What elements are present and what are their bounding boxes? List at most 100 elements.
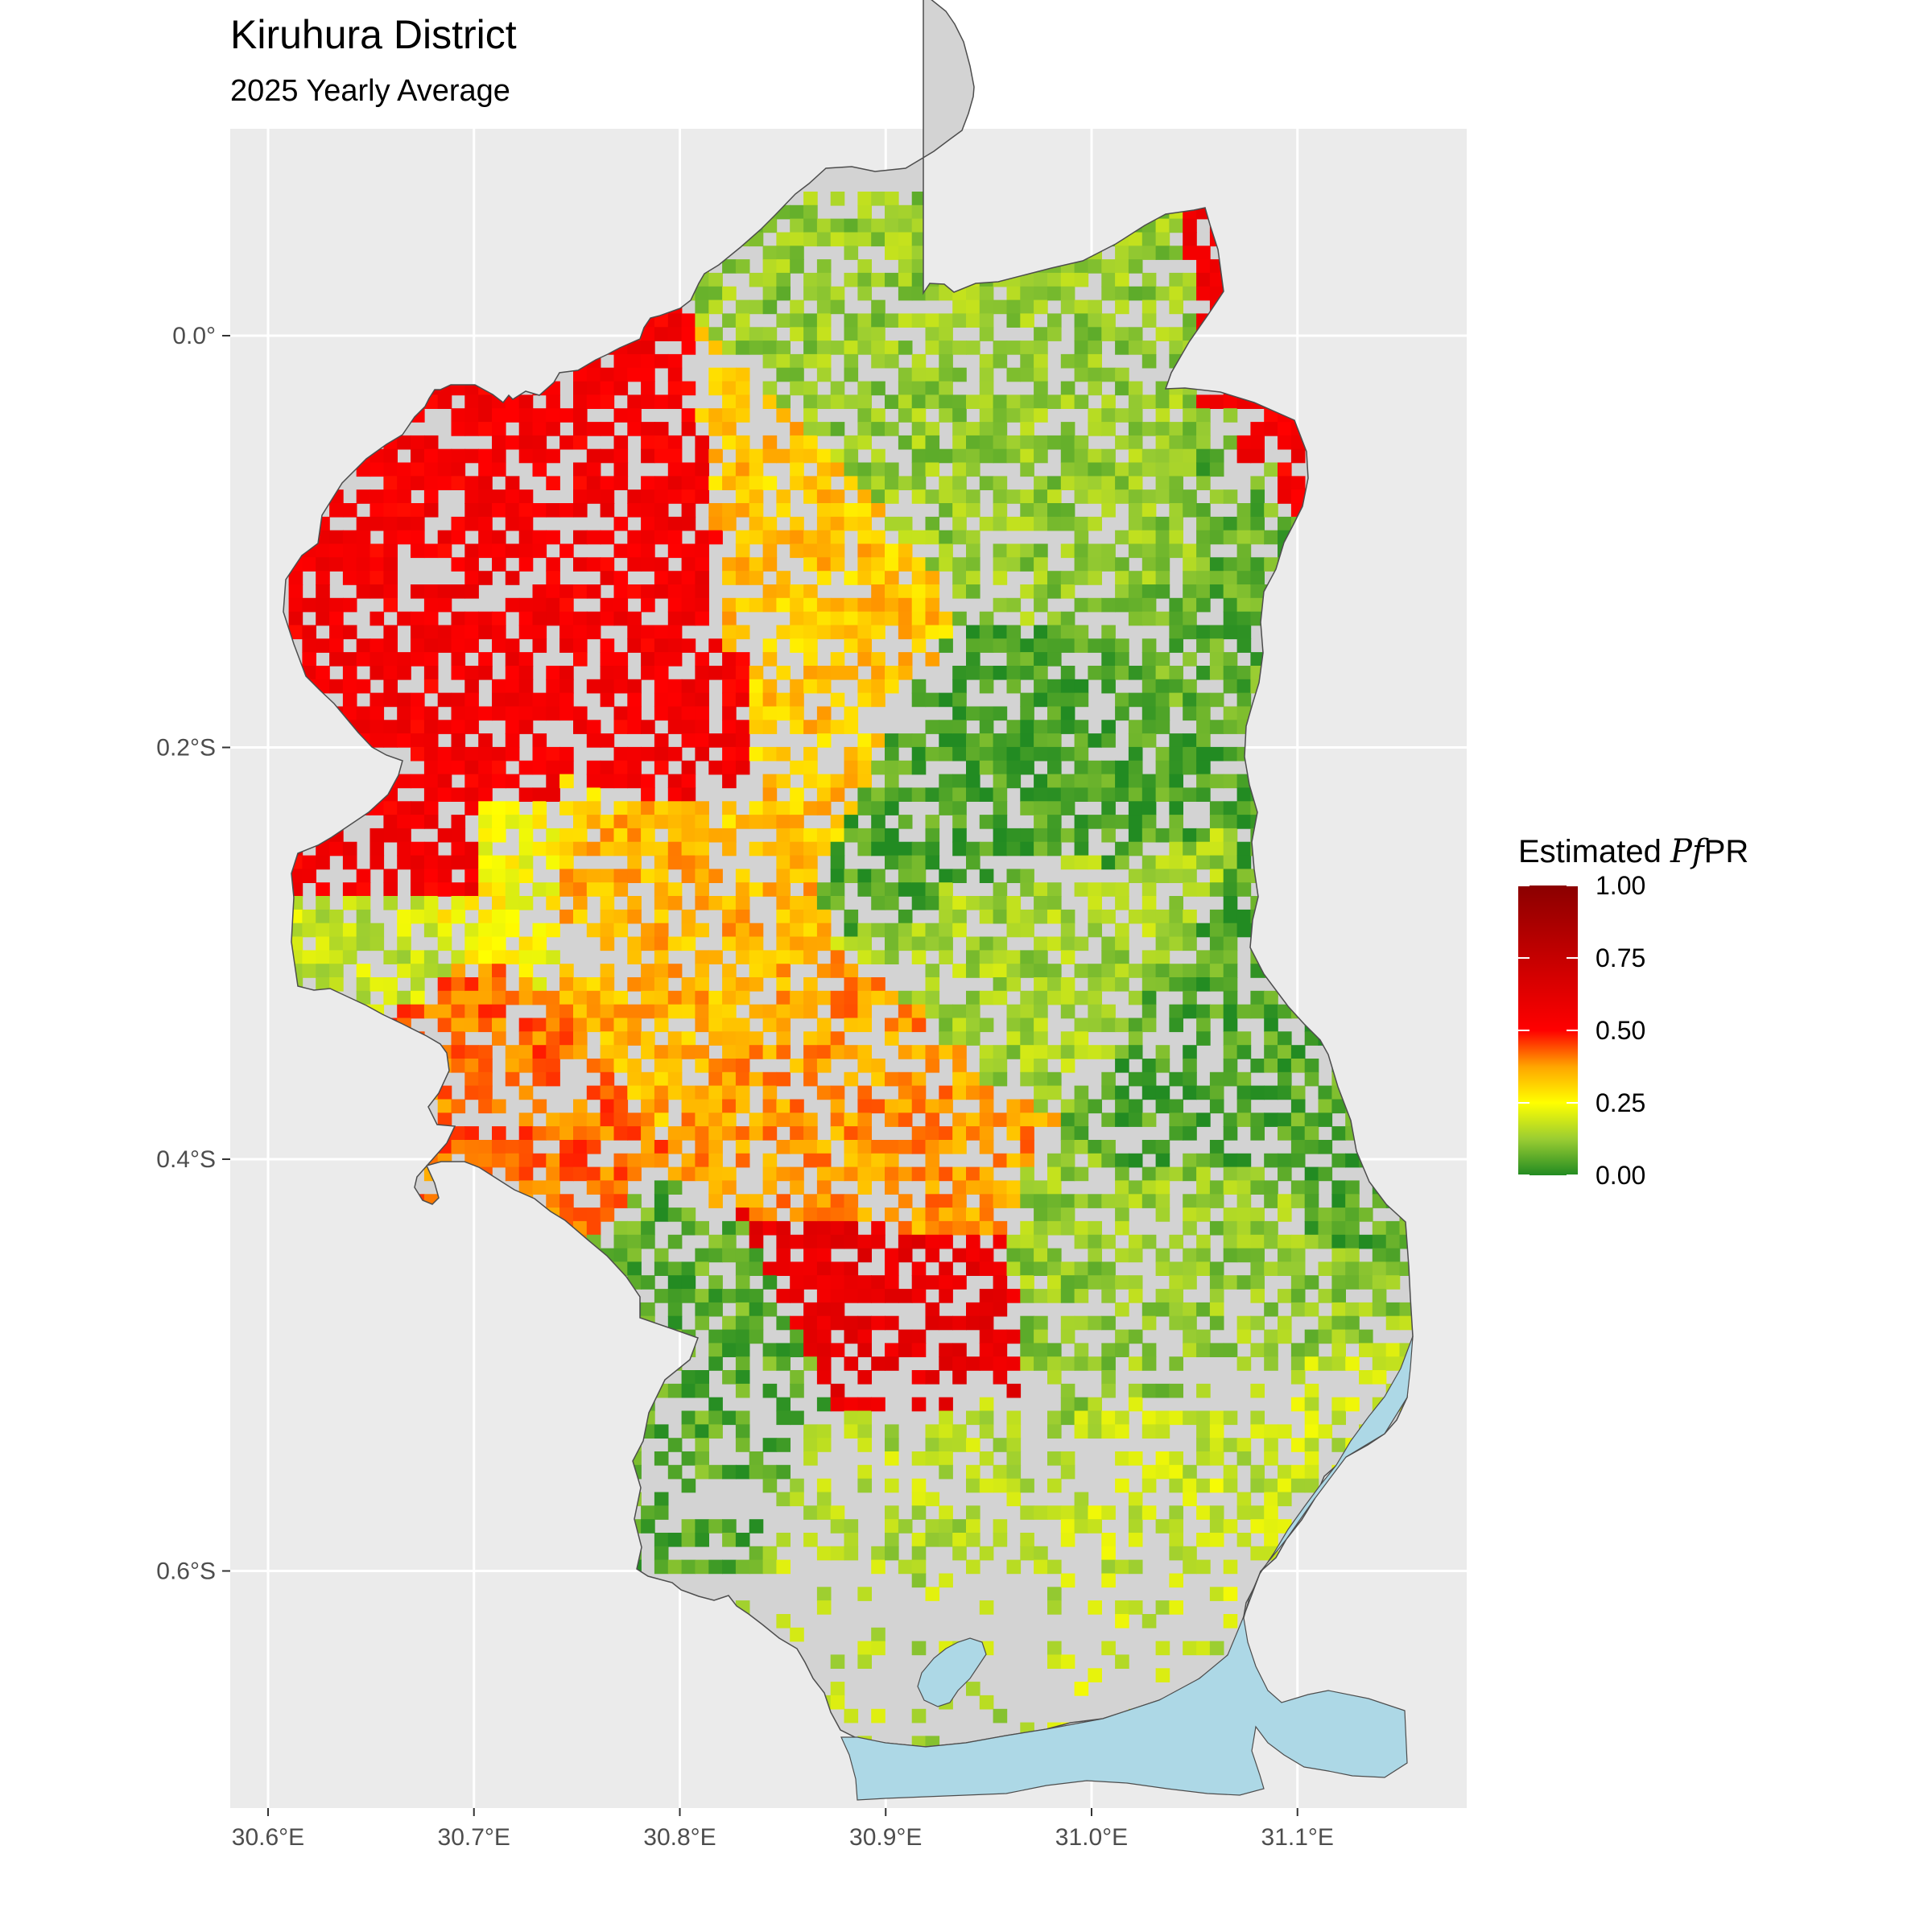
pfpr-cell [749,841,764,857]
pfpr-cell [1115,638,1129,653]
pfpr-cell [790,448,804,464]
pfpr-cell [1006,1045,1022,1059]
pfpr-cell [1034,1261,1048,1276]
pfpr-cell [1060,1383,1075,1398]
pfpr-cell [790,1261,804,1276]
pfpr-cell [1183,1261,1197,1276]
pfpr-cell [681,815,696,829]
pfpr-cell [1115,1478,1129,1493]
pfpr-cell [695,801,709,815]
pfpr-cell [681,1424,696,1439]
pfpr-cell [925,584,940,599]
pfpr-cell [288,597,303,613]
pfpr-cell [857,327,872,341]
pfpr-cell [1034,720,1048,734]
pfpr-cell [871,192,886,206]
pfpr-cell [939,353,953,369]
pfpr-cell [1141,597,1157,613]
pfpr-cell [613,1234,629,1249]
pfpr-cell [586,1180,601,1195]
pfpr-cell [464,448,479,464]
pfpr-cell [993,977,1008,992]
pfpr-cell [844,435,859,450]
pfpr-cell [1128,611,1143,626]
pfpr-cell [369,571,385,585]
pfpr-cell [586,1059,601,1073]
pfpr-cell [1060,1505,1075,1520]
pfpr-cell [1183,1126,1197,1141]
pfpr-cell [451,733,466,748]
pfpr-cell [1074,1018,1089,1033]
pfpr-cell [952,815,967,829]
pfpr-cell [966,706,980,721]
pfpr-cell [573,611,588,626]
pfpr-cell [505,489,520,504]
pfpr-cell [654,923,669,938]
pfpr-cell [708,1424,723,1439]
pfpr-cell [1034,1329,1048,1344]
pfpr-cell [667,1559,683,1575]
pfpr-cell [722,679,737,694]
pfpr-cell [451,977,466,992]
pfpr-cell [667,1533,683,1547]
pfpr-cell [437,1099,452,1114]
pfpr-cell [1088,964,1102,978]
pfpr-cell [654,746,669,762]
pfpr-cell [1155,977,1170,992]
pfpr-cell [546,1126,560,1141]
pfpr-cell [925,489,940,504]
pfpr-cell [1196,1004,1211,1019]
pfpr-cell [1155,1099,1170,1114]
pfpr-cell [1101,1153,1116,1168]
pfpr-cell [762,1546,778,1561]
pfpr-cell [1060,720,1075,734]
pfpr-cell [641,841,655,857]
pfpr-cell [518,1045,534,1059]
pfpr-cell [383,503,398,518]
pfpr-cell [979,1208,994,1222]
pfpr-cell [1115,882,1129,897]
pfpr-cell [1155,1410,1170,1426]
pfpr-cell [762,815,778,829]
pfpr-cell [667,1438,683,1452]
pfpr-cell [816,1018,832,1033]
pfpr-cell [803,638,818,653]
pfpr-cell [464,1059,479,1073]
pfpr-cell [641,516,655,531]
pfpr-cell [790,1113,804,1127]
pfpr-cell [518,435,534,450]
pfpr-cell [803,1045,818,1059]
pfpr-cell [505,394,520,409]
pfpr-cell [1250,1220,1265,1236]
pfpr-cell [695,746,709,762]
pfpr-cell [654,584,669,599]
pfpr-cell [369,462,385,477]
pfpr-cell [993,638,1008,653]
pfpr-cell [993,1533,1008,1547]
pfpr-cell [979,1126,994,1141]
pfpr-cell [532,408,547,423]
pfpr-cell [1183,597,1197,613]
pfpr-cell [667,625,683,640]
pfpr-cell [397,720,411,734]
pfpr-cell [898,1004,913,1019]
pfpr-cell [667,381,683,396]
pfpr-cell [302,909,316,924]
pfpr-cell [1060,787,1075,802]
pfpr-cell [546,746,560,762]
pfpr-cell [708,1559,723,1575]
pfpr-cell [641,1031,655,1046]
pfpr-cell [532,503,547,518]
pfpr-cell [830,218,845,233]
pfpr-cell [1128,435,1143,450]
pfpr-cell [1101,313,1116,328]
pfpr-cell [627,746,642,762]
pfpr-cell [302,923,316,938]
pfpr-cell [857,1410,872,1426]
pfpr-cell [952,733,967,748]
pfpr-cell [1169,1261,1183,1276]
pfpr-cell [816,1220,832,1236]
pfpr-cell [939,869,953,883]
pfpr-cell [979,1194,994,1208]
pfpr-cell [302,557,316,572]
